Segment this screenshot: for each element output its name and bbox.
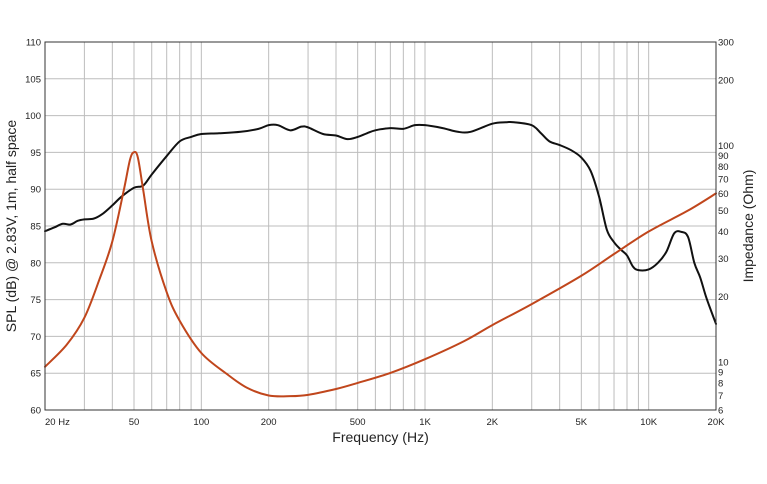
y2-tick-label: 7 xyxy=(718,391,723,402)
y-tick-label: 95 xyxy=(30,148,41,159)
y-tick-label: 105 xyxy=(25,74,41,85)
y2-tick-label: 60 xyxy=(718,189,729,200)
y-tick-label: 65 xyxy=(30,369,41,380)
y-tick-label: 110 xyxy=(26,38,41,49)
y2-tick-label: 50 xyxy=(718,206,729,217)
y-tick-label: 75 xyxy=(30,295,41,306)
x-tick-label: 500 xyxy=(350,417,366,428)
y2-axis-title: Impedance (Ohm) xyxy=(740,170,756,283)
y-axis-title: SPL (dB) @ 2.83V, 1m, half space xyxy=(3,120,19,333)
y-tick-label: 70 xyxy=(30,332,41,343)
grid xyxy=(45,42,716,410)
x-tick-label: 20K xyxy=(708,417,726,428)
y2-tick-label: 30 xyxy=(718,254,729,265)
y-tick-label: 80 xyxy=(30,258,41,269)
x-tick-label: 50 xyxy=(129,417,140,428)
y-tick-label: 85 xyxy=(30,222,41,233)
x-tick-label: 200 xyxy=(261,417,277,428)
x-axis-title: Frequency (Hz) xyxy=(332,429,428,445)
y2-tick-label: 40 xyxy=(718,227,729,238)
x-tick-label: 5K xyxy=(576,417,588,428)
x-tick-label: 100 xyxy=(193,417,209,428)
x-tick-label: 20 Hz xyxy=(45,417,70,428)
y2-tick-label: 200 xyxy=(718,76,734,87)
y2-tick-label: 20 xyxy=(718,292,729,303)
series-layer xyxy=(44,120,717,398)
y-tick-label: 60 xyxy=(30,406,41,417)
y-tick-labels: 60 65 70 75 80 85 90 95 100 105 110 xyxy=(25,38,41,417)
y2-tick-label: 100 xyxy=(718,141,734,152)
plot-frame xyxy=(44,41,717,411)
y2-tick-label: 9 xyxy=(718,367,723,378)
y2-tick-label: 6 xyxy=(718,406,723,417)
x-tick-labels: 20 Hz 50 100 200 500 1K 2K 5K 10K 20K xyxy=(45,417,725,428)
x-tick-label: 1K xyxy=(419,417,431,428)
y-tick-label: 100 xyxy=(25,111,41,122)
y2-tick-label: 80 xyxy=(718,162,729,173)
y2-tick-label: 300 xyxy=(718,38,734,49)
impedance-curve xyxy=(44,150,717,398)
x-tick-label: 10K xyxy=(640,417,658,428)
x-tick-label: 2K xyxy=(487,417,499,428)
y2-tick-label: 70 xyxy=(718,174,729,185)
y2-tick-label: 8 xyxy=(718,378,723,389)
y2-tick-label: 10 xyxy=(718,357,729,368)
y2-tick-label: 90 xyxy=(718,151,729,162)
y-tick-label: 90 xyxy=(30,185,41,196)
